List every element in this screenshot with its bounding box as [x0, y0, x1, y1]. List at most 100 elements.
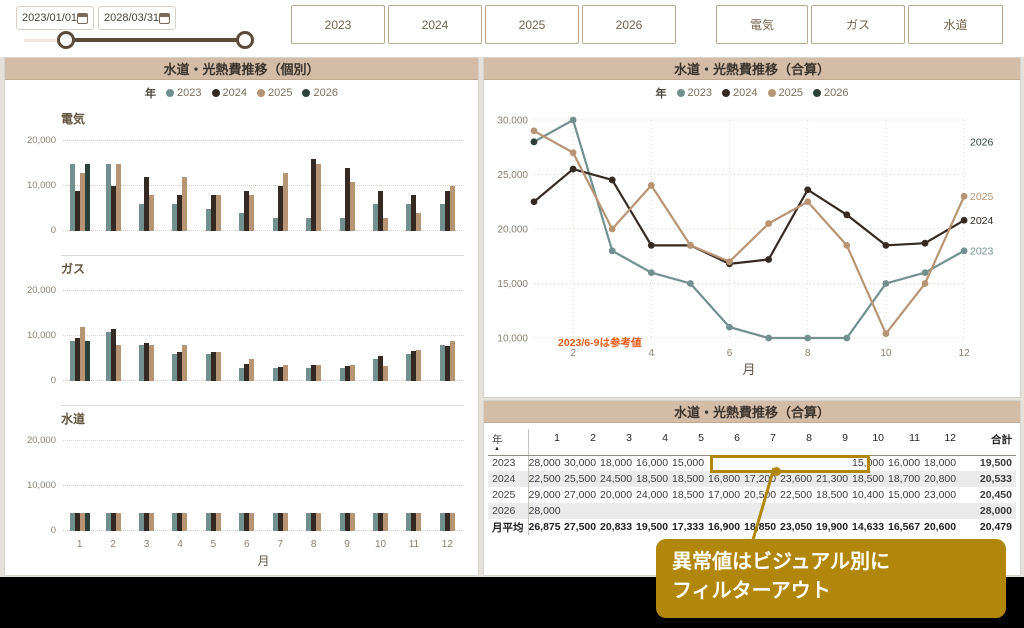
data-point-2024-month-2[interactable] — [569, 165, 577, 173]
table-cell[interactable] — [852, 503, 888, 519]
bar-2025-month-12[interactable] — [449, 340, 455, 381]
table-cell[interactable] — [708, 503, 744, 519]
bar-2023-month-12[interactable] — [439, 204, 445, 231]
table-cell[interactable] — [924, 503, 960, 519]
bar-2025-month-9[interactable] — [349, 365, 355, 381]
bar-2025-month-12[interactable] — [449, 186, 455, 231]
bar-2023-month-12[interactable] — [439, 513, 445, 531]
bar-group-month-5[interactable] — [197, 129, 230, 231]
table-cell[interactable] — [600, 503, 636, 519]
line-series-2025[interactable] — [533, 129, 966, 336]
data-point-2023-month-4[interactable] — [647, 269, 655, 276]
data-point-2025-month-10[interactable] — [882, 330, 890, 338]
bar-2024-month-5[interactable] — [210, 351, 216, 381]
table-cell[interactable]: 18,000 — [924, 457, 957, 470]
bar-group-month-3[interactable] — [130, 129, 163, 231]
bar-2023-month-9[interactable] — [339, 513, 345, 531]
bar-group-month-9[interactable] — [330, 279, 363, 381]
bar-2024-month-2[interactable] — [110, 513, 116, 531]
data-point-2024-month-4[interactable] — [647, 241, 655, 249]
bar-group-month-11[interactable] — [397, 429, 430, 531]
water-bar-chart[interactable]: 水道 0 10,000 20,000 — [5, 410, 478, 536]
table-cell[interactable]: 10,400 — [852, 489, 885, 501]
bar-2023-month-3[interactable] — [139, 204, 145, 231]
table-cell[interactable]: 28,000 — [528, 503, 564, 519]
bar-group-month-5[interactable] — [197, 279, 230, 381]
bar-2024-month-11[interactable] — [411, 513, 417, 531]
table-cell[interactable] — [636, 503, 672, 519]
bar-2024-month-12[interactable] — [444, 190, 450, 231]
bar-2023-month-1[interactable] — [69, 163, 75, 231]
bar-2024-month-2[interactable] — [110, 186, 116, 231]
bar-2025-month-12[interactable] — [449, 513, 455, 531]
bar-2025-month-4[interactable] — [182, 177, 188, 231]
bar-2023-month-7[interactable] — [272, 513, 278, 531]
data-point-2023-month-11[interactable] — [921, 269, 929, 276]
bar-group-month-3[interactable] — [130, 279, 163, 381]
table-cell[interactable]: 18,500 — [816, 489, 849, 501]
year-button-2026[interactable]: 2026 — [582, 5, 676, 44]
data-point-2023-month-8[interactable] — [804, 334, 812, 342]
bar-group-month-9[interactable] — [330, 129, 363, 231]
bar-2023-month-10[interactable] — [373, 358, 378, 381]
row-total[interactable]: 20,450 — [979, 489, 1012, 501]
table-cell[interactable]: 22,500 — [528, 471, 564, 487]
bar-group-month-12[interactable] — [431, 429, 464, 531]
column-header-8[interactable]: 8 — [780, 429, 816, 456]
bar-2023-month-1[interactable] — [69, 513, 75, 531]
bar-plot-area[interactable]: 0 10,000 20,000 — [27, 279, 464, 386]
bar-2025-month-10[interactable] — [383, 217, 388, 231]
bar-2024-month-4[interactable] — [177, 513, 183, 531]
bar-group-month-9[interactable] — [330, 429, 363, 531]
table-cell[interactable]: 19,500 — [636, 521, 669, 533]
column-header-5[interactable]: 5 — [672, 429, 708, 456]
bar-2023-month-1[interactable] — [69, 340, 75, 381]
legend-item-2025[interactable]: 2025 — [257, 87, 292, 99]
bar-group-month-10[interactable] — [364, 129, 397, 231]
bar-2025-month-5[interactable] — [215, 513, 221, 531]
utility-button-water[interactable]: 水道 — [908, 5, 1003, 44]
data-point-2025-month-5[interactable] — [687, 241, 694, 249]
data-point-2024-month-9[interactable] — [843, 211, 851, 219]
table-cell[interactable]: 18,700 — [888, 471, 924, 487]
bar-2024-month-9[interactable] — [344, 168, 350, 231]
data-point-2025-month-1[interactable] — [530, 127, 538, 135]
bar-group-month-8[interactable] — [297, 429, 330, 531]
table-cell[interactable]: 25,500 — [564, 471, 600, 487]
row-total[interactable]: 20,533 — [960, 471, 1016, 487]
bar-2025-month-2[interactable] — [115, 345, 121, 381]
bar-2025-month-7[interactable] — [282, 365, 288, 381]
bar-2025-month-6[interactable] — [249, 513, 255, 531]
bar-2023-month-12[interactable] — [439, 345, 445, 381]
data-point-2025-month-11[interactable] — [921, 280, 929, 287]
bar-2024-month-4[interactable] — [177, 195, 183, 231]
bar-2023-month-3[interactable] — [139, 345, 145, 381]
table-cell[interactable]: 18,850 — [744, 521, 777, 533]
bar-2023-month-7[interactable] — [272, 367, 278, 381]
table-cell[interactable]: 19,900 — [816, 521, 849, 533]
bar-2023-month-3[interactable] — [139, 513, 145, 531]
bar-2024-month-10[interactable] — [378, 513, 383, 531]
row-total[interactable]: 20,479 — [979, 521, 1012, 533]
column-header-11[interactable]: 11 — [888, 429, 924, 456]
table-row-2023[interactable]: 2023 28,000 30,000 18,000 16,000 15,000 15,000… — [488, 455, 1016, 471]
column-header-合計[interactable]: 合計 — [960, 429, 1016, 456]
bar-2026-month-1[interactable] — [84, 513, 90, 531]
data-point-2023-month-3[interactable] — [608, 247, 616, 255]
column-header-1[interactable]: 1 — [528, 429, 564, 456]
bar-2024-month-7[interactable] — [277, 366, 283, 381]
bar-group-month-4[interactable] — [163, 279, 196, 381]
bar-2025-month-8[interactable] — [316, 365, 322, 381]
data-point-2023-month-5[interactable] — [687, 280, 694, 287]
calendar-icon[interactable] — [77, 12, 88, 24]
bar-2024-month-7[interactable] — [277, 513, 283, 531]
row-header[interactable]: 2023 — [488, 455, 529, 471]
table-cell[interactable]: 24,000 — [636, 489, 669, 501]
bar-group-month-4[interactable] — [163, 129, 196, 231]
bar-group-month-6[interactable] — [230, 129, 263, 231]
table-cell[interactable]: 30,000 — [564, 457, 597, 470]
table-cell[interactable] — [672, 503, 708, 519]
table-row-月平均[interactable]: 月平均 26,875 27,500 20,833 19,500 17,333 16,900 1… — [488, 519, 1016, 535]
data-point-2023-month-7[interactable] — [765, 334, 772, 342]
data-point-2025-month-4[interactable] — [647, 182, 655, 189]
